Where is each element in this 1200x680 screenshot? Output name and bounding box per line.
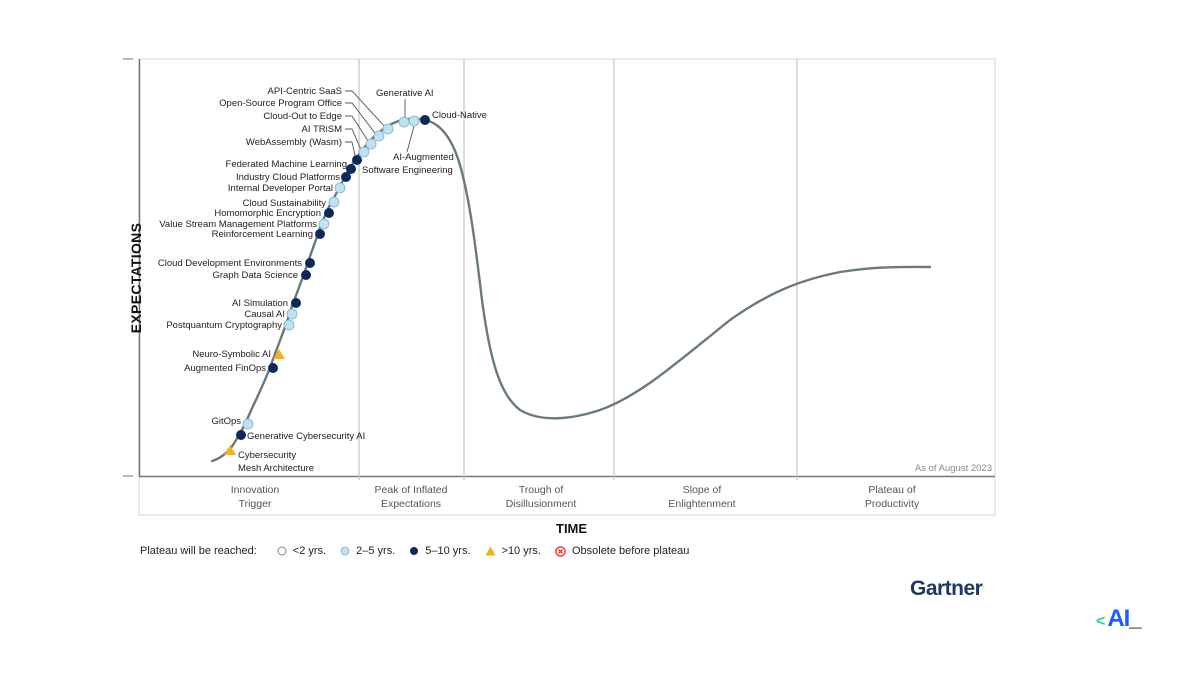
point-industry-cloud-2[interactable] <box>341 172 351 182</box>
label-gitops: GitOps <box>211 416 241 427</box>
legend-item-2to5: 2–5 yrs. <box>340 545 395 557</box>
phase-3-line2: Disillusionment <box>506 498 577 510</box>
point-ai-simulation[interactable] <box>291 298 301 308</box>
label-industry-cloud: Industry Cloud Platforms <box>236 172 340 183</box>
red-x-circle-icon <box>555 545 566 557</box>
legend-label-gt10: >10 yrs. <box>501 545 541 557</box>
label-internal-dev-portal: Internal Developer Portal <box>228 183 333 194</box>
label-ai-simulation: AI Simulation <box>232 298 288 309</box>
label-cybersecurity-mesh-2: Mesh Architecture <box>238 463 314 474</box>
point-federated-ml[interactable] <box>352 155 362 165</box>
yellow-triangle-icon <box>485 546 496 556</box>
label-augmented-finops: Augmented FinOps <box>184 363 266 374</box>
legend-title: Plateau will be reached: <box>140 545 257 557</box>
point-augmented-finops[interactable] <box>268 363 278 373</box>
point-postquantum-crypto[interactable] <box>283 319 295 331</box>
phase-5-line1: Plateau of <box>868 484 915 496</box>
label-neuro-symbolic-ai: Neuro-Symbolic AI <box>192 349 271 360</box>
point-neuro-symbolic-ai[interactable] <box>273 349 285 359</box>
leader-lines <box>345 90 415 161</box>
phase-1-line1: Innovation <box>231 484 280 496</box>
navy-circle-icon <box>409 546 419 556</box>
label-cloud-sustainability: Cloud Sustainability <box>243 198 327 209</box>
point-api-centric-saas[interactable] <box>382 123 394 135</box>
label-federated-ml: Federated Machine Learning <box>226 159 347 170</box>
label-cloud-native: Cloud-Native <box>432 110 487 121</box>
point-generative-ai[interactable] <box>398 116 410 128</box>
point-cloud-out-to-edge[interactable] <box>365 138 377 150</box>
legend-item-obsolete: Obsolete before plateau <box>555 545 689 557</box>
point-causal-ai[interactable] <box>286 308 298 320</box>
point-cybersecurity-mesh[interactable] <box>224 445 236 455</box>
phase-3-line1: Trough of <box>519 484 564 496</box>
label-graph-data-science: Graph Data Science <box>212 270 298 281</box>
label-cloud-out-to-edge: Cloud-Out to Edge <box>263 111 342 122</box>
label-vsm-platforms: Value Stream Management Platforms <box>159 219 317 230</box>
label-api-centric-saas: API-Centric SaaS <box>268 86 342 97</box>
point-gitops[interactable] <box>242 418 254 430</box>
phase-dividers <box>358 59 798 480</box>
chart-frame <box>138 58 996 516</box>
data-points <box>224 115 430 455</box>
legend-label-2to5: 2–5 yrs. <box>356 545 396 557</box>
gartner-logo-text: Gartner <box>910 577 983 600</box>
point-ospo[interactable] <box>373 130 385 142</box>
label-ai-augmented-1: AI-Augmented <box>393 152 454 163</box>
y-axis-label: EXPECTATIONS <box>128 222 144 334</box>
ai-logo: < AI _ <box>1096 605 1142 633</box>
legend-item-5to10: 5–10 yrs. <box>409 545 471 557</box>
phase-4-line2: Enlightenment <box>668 498 735 510</box>
phase-2-line1: Peak of Inflated <box>375 484 448 496</box>
legend-label-obsolete: Obsolete before plateau <box>571 545 690 557</box>
label-cloud-dev-env: Cloud Development Environments <box>158 258 302 269</box>
point-cloud-sustainability[interactable] <box>328 196 340 208</box>
label-ai-trism: AI TRiSM <box>302 124 343 135</box>
legend-item-lt2: <2 yrs. <box>277 545 326 557</box>
point-ai-trism[interactable] <box>358 146 370 158</box>
point-generative-cybersecurity-ai[interactable] <box>236 430 246 440</box>
ai-logo-chevron: < <box>1096 613 1106 630</box>
legend-label-5to10: 5–10 yrs. <box>425 545 471 557</box>
gartner-logo-mark: . <box>982 583 984 589</box>
ai-logo-text: AI <box>1107 605 1130 632</box>
point-industry-cloud[interactable] <box>346 164 356 174</box>
point-ai-augmented-se[interactable] <box>408 115 420 127</box>
hype-curve <box>210 117 932 463</box>
ai-logo-cursor: _ <box>1129 606 1142 631</box>
lightblue-circle-icon <box>340 546 350 556</box>
phase-4-line1: Slope of <box>683 484 722 496</box>
white-circle-icon <box>277 546 287 556</box>
label-causal-ai: Causal AI <box>244 309 285 320</box>
label-ospo: Open-Source Program Office <box>219 98 342 109</box>
point-cloud-dev-env[interactable] <box>305 258 315 268</box>
point-reinforcement-learning[interactable] <box>315 229 325 239</box>
x-axis-label: TIME <box>556 521 588 536</box>
point-internal-dev-portal[interactable] <box>334 182 346 194</box>
point-cloud-native[interactable] <box>420 115 430 125</box>
label-wasm: WebAssembly (Wasm) <box>246 137 342 148</box>
legend: Plateau will be reached: <2 yrs. 2–5 yrs… <box>140 545 689 557</box>
as-of-annotation: As of August 2023 <box>915 463 992 474</box>
legend-label-lt2: <2 yrs. <box>292 545 327 557</box>
point-labels: API-Centric SaaS Open-Source Program Off… <box>158 86 487 474</box>
label-cybersecurity-mesh-1: Cybersecurity <box>238 450 296 461</box>
label-ai-augmented-2: Software Engineering <box>362 165 453 176</box>
label-generative-ai: Generative AI <box>376 88 434 99</box>
label-homomorphic-encryption: Homomorphic Encryption <box>214 208 321 219</box>
point-vsm-platforms[interactable] <box>318 218 330 230</box>
phase-2-line2: Expectations <box>381 498 441 510</box>
phase-1-line2: Trigger <box>239 498 272 510</box>
point-homomorphic-encryption[interactable] <box>324 208 334 218</box>
phase-labels: Innovation Trigger Peak of Inflated Expe… <box>231 484 920 510</box>
point-graph-data-science[interactable] <box>301 270 311 280</box>
label-generative-cybersecurity-ai: Generative Cybersecurity AI <box>247 431 365 442</box>
gartner-logo: Gartner. <box>910 577 984 601</box>
label-postquantum-crypto: Postquantum Cryptography <box>166 320 282 331</box>
legend-item-gt10: >10 yrs. <box>485 545 541 557</box>
phase-5-line2: Productivity <box>865 498 920 510</box>
label-reinforcement-learning: Reinforcement Learning <box>212 229 313 240</box>
